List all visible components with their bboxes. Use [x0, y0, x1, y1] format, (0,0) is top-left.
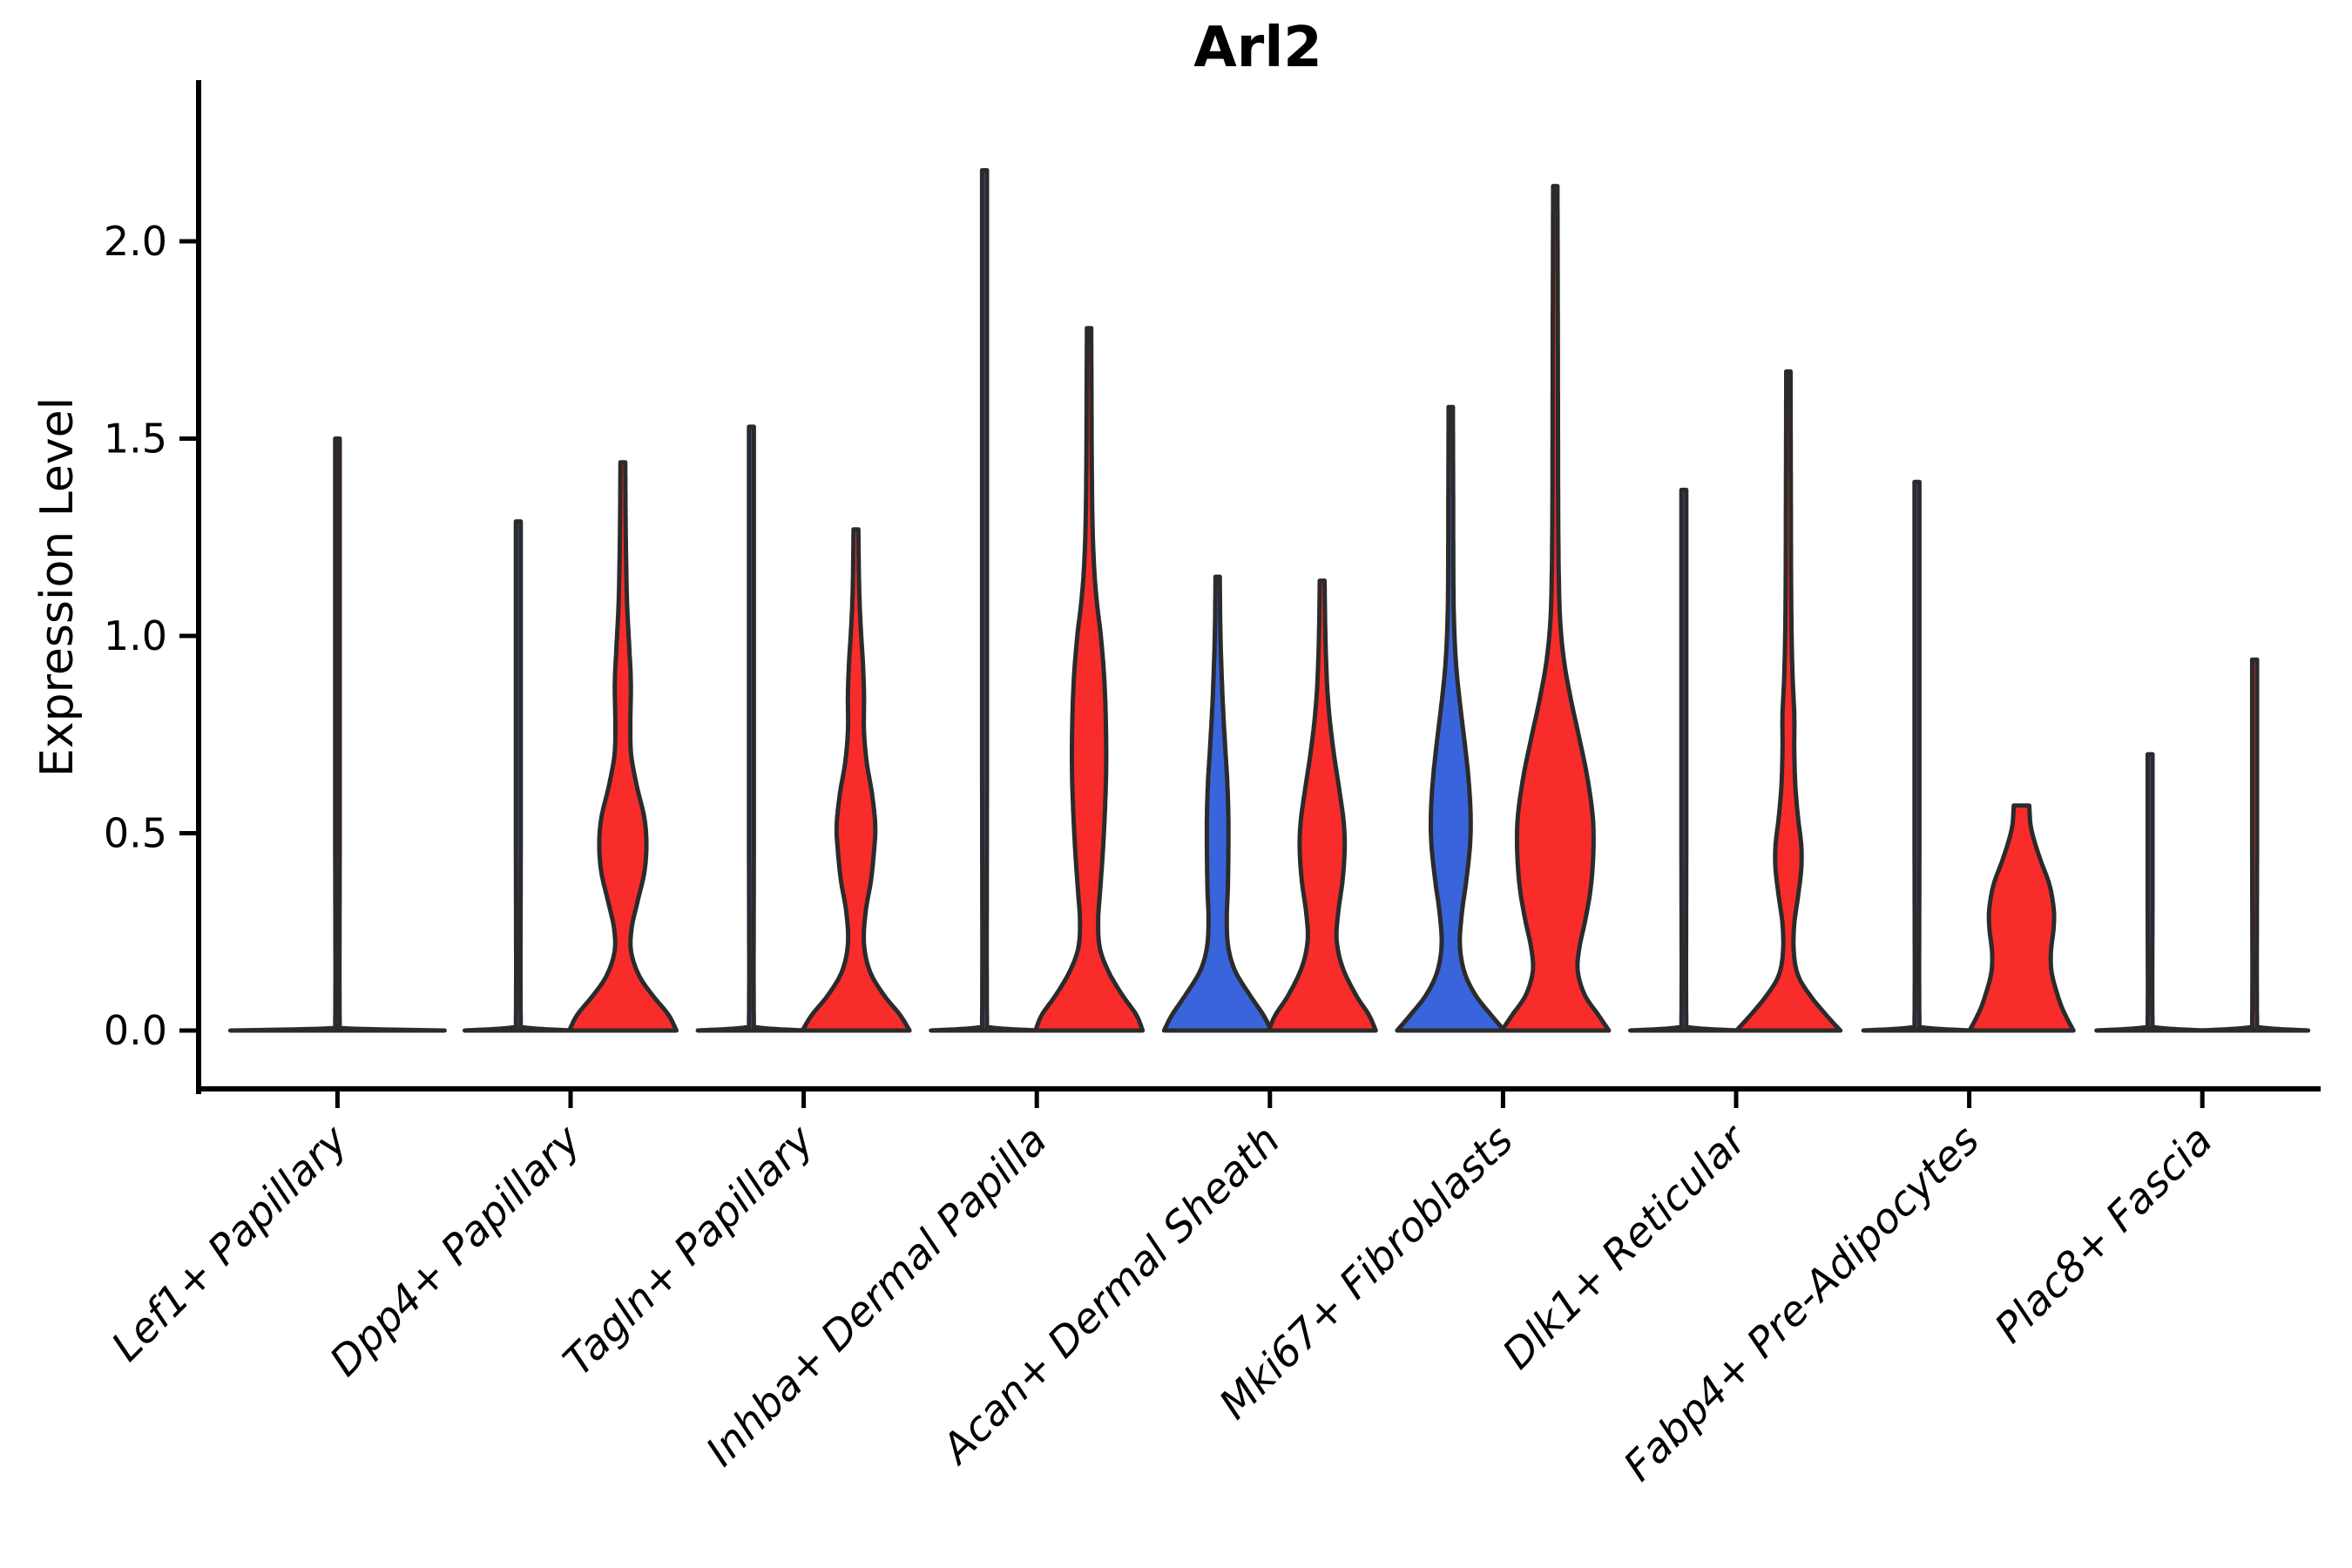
violin-fabp4-left: [1861, 479, 1973, 1033]
x-tick-label: Tagln+ Papillary: [554, 1116, 824, 1386]
violin-lef1-solo: [227, 436, 447, 1033]
violin-acan-left: [1161, 574, 1274, 1033]
violin-dlk1-left: [1628, 487, 1740, 1033]
y-tick-label: 0.0: [104, 1007, 167, 1054]
x-tick-label: Dlk1+ Reticular: [1494, 1115, 1758, 1379]
violin-dpp4-right: [567, 460, 679, 1033]
y-axis-label: Expression Level: [31, 396, 84, 778]
violin-inhba-left: [929, 168, 1041, 1033]
violin-dpp4-left: [463, 519, 574, 1033]
violin-fabp4-right: [1967, 803, 2076, 1033]
violin-mki67-left: [1395, 404, 1507, 1033]
violin-inhba-right: [1033, 326, 1146, 1033]
x-tick-label: Dpp4+ Papillary: [321, 1116, 591, 1386]
x-tick-label: Plac8+ Fascia: [1986, 1117, 2222, 1353]
violin-dlk1-right: [1734, 369, 1843, 1033]
y-tick-label: 2.0: [104, 218, 167, 265]
violin-tagln-right: [800, 527, 912, 1033]
x-tick-label: Lef1+ Papillary: [103, 1116, 358, 1371]
y-tick-label: 1.5: [104, 416, 167, 463]
violin-acan-right: [1266, 578, 1378, 1033]
violin-plac8-right: [2199, 657, 2311, 1033]
y-tick-label: 1.0: [104, 612, 167, 659]
plot-title: Arl2: [1193, 16, 1322, 80]
violin-plac8-left: [2094, 752, 2207, 1033]
y-tick-label: 0.5: [104, 810, 167, 857]
violin-tagln-left: [695, 424, 808, 1033]
violin-mki67-right: [1499, 184, 1612, 1033]
